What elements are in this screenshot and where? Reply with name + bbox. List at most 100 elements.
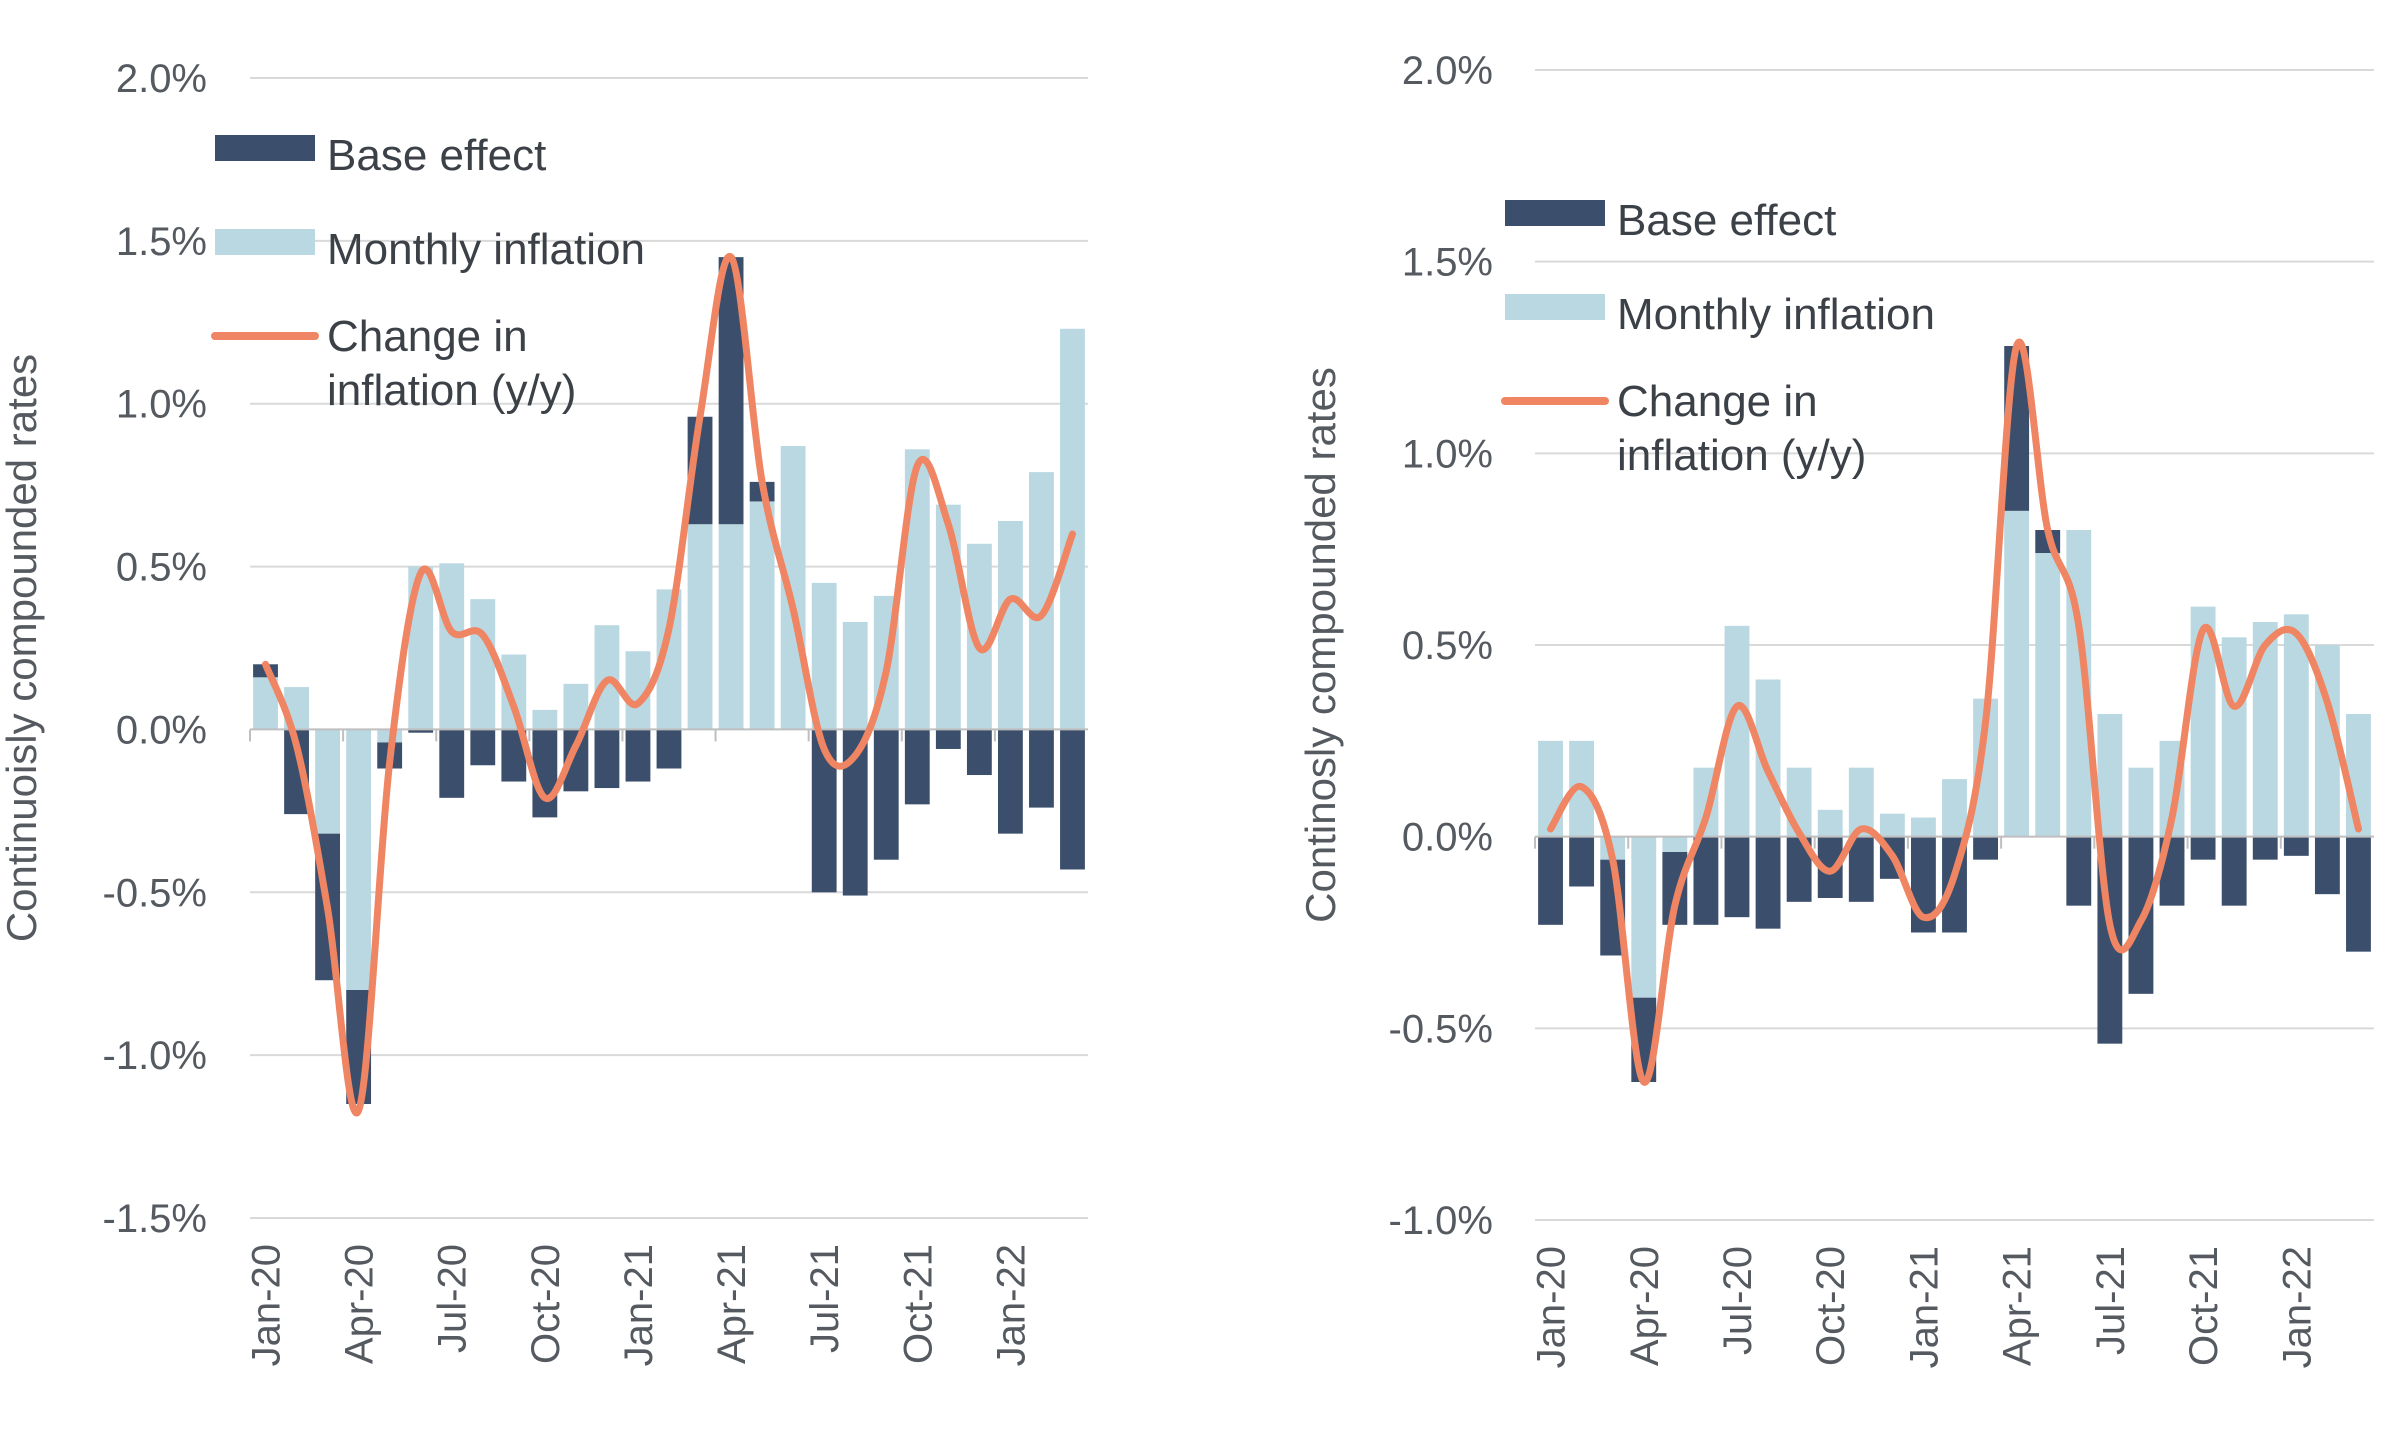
- left-base-effect-bar: [935, 729, 961, 749]
- left-xtick-label: Apr-20: [338, 1244, 382, 1364]
- left-xtick-label: Jan-22: [989, 1244, 1033, 1366]
- right-xtick-label: Jan-20: [1530, 1246, 1574, 1368]
- right-monthly-inflation-bar: [1942, 779, 1967, 837]
- left-base-effect-bar: [594, 729, 620, 789]
- left-base-effect-bar: [656, 729, 682, 769]
- left-xtick-label: Oct-20: [524, 1244, 568, 1364]
- left-monthly-inflation-bar: [718, 524, 744, 730]
- left-base-effect-bar: [470, 729, 496, 766]
- right-legend-monthly-inflation-swatch: [1505, 294, 1605, 320]
- left-base-effect-bar: [625, 729, 651, 782]
- left-legend-monthly-inflation-swatch: [215, 229, 315, 255]
- right-monthly-inflation-bar: [2097, 714, 2123, 837]
- right-monthly-inflation-bar: [1910, 817, 1936, 837]
- right-legend-monthly-inflation-label: Monthly inflation: [1617, 290, 1935, 339]
- right-xtick-label: Jul-21: [2089, 1246, 2133, 1355]
- left-xtick-label: Apr-21: [710, 1244, 754, 1364]
- right-base-effect-bar: [2190, 836, 2216, 860]
- left-xtick-label: Jul-20: [431, 1244, 475, 1353]
- right-base-effect-bar: [2346, 836, 2371, 952]
- right-base-effect-bar: [2252, 836, 2278, 860]
- left-ytick-label: 1.5%: [116, 220, 207, 264]
- left-monthly-inflation-bar: [997, 520, 1023, 730]
- right-monthly-inflation-bar: [1662, 836, 1688, 852]
- left-monthly-inflation-bar: [315, 729, 341, 834]
- right-legend-base-effect-swatch: [1505, 200, 1605, 226]
- right-monthly-inflation-bar: [2035, 553, 2061, 837]
- left-monthly-inflation-bar: [687, 524, 713, 730]
- right-base-effect-bar: [2314, 836, 2340, 895]
- left-ytick-label: 2.0%: [116, 57, 207, 101]
- left-monthly-inflation-bar: [439, 563, 465, 730]
- left-chart: 2.0% 1.5% 1.0% 0.5% 0.0% -0.5% -1.0% -1.5% Jan-2…: [0, 57, 1088, 1366]
- left-monthly-inflation-bar: [749, 501, 775, 730]
- right-ytick-label: -0.5%: [1389, 1007, 1494, 1051]
- right-legend-change-label-line1: Change in: [1617, 377, 1818, 426]
- left-monthly-inflation-bar: [842, 621, 868, 730]
- right-ytick-label: 0.5%: [1402, 624, 1493, 668]
- left-base-effect-bar: [873, 729, 899, 860]
- right-ytick-label: 0.0%: [1402, 816, 1493, 860]
- right-monthly-inflation-bar: [2221, 637, 2247, 837]
- right-monthly-inflation-bar: [2004, 510, 2030, 837]
- right-ytick-label: -1.0%: [1389, 1199, 1494, 1243]
- right-legend-change-label-line2: inflation (y/y): [1617, 431, 1866, 480]
- right-base-effect-bar: [1724, 836, 1750, 918]
- left-monthly-inflation-bar: [470, 599, 496, 730]
- right-base-effect-bar: [1569, 836, 1595, 887]
- right-monthly-inflation-bar: [2128, 767, 2154, 837]
- left-xtick-label: Jan-21: [617, 1244, 661, 1366]
- right-base-effect-bar: [1538, 836, 1563, 925]
- right-xtick-label: Jan-21: [1902, 1246, 1946, 1368]
- left-ytick-label: 0.0%: [116, 708, 207, 752]
- left-xtick-label: Jul-21: [803, 1244, 847, 1353]
- left-monthly-inflation-bar: [532, 709, 558, 730]
- left-xtick-label: Jan-20: [245, 1244, 289, 1366]
- left-monthly-inflation-bar: [1060, 328, 1085, 730]
- right-base-effect-bar: [1973, 836, 1999, 860]
- left-base-effect-bar: [904, 729, 930, 805]
- left-legend-base-effect-swatch: [215, 135, 315, 161]
- left-legend-monthly-inflation-label: Monthly inflation: [327, 225, 645, 274]
- right-monthly-inflation-bar: [1848, 767, 1874, 837]
- left-ytick-label: -1.0%: [103, 1034, 208, 1078]
- right-base-effect-bar: [1755, 836, 1781, 929]
- left-legend-change-label-line1: Change in: [327, 312, 528, 361]
- left-base-effect-bar: [1029, 729, 1054, 808]
- right-base-effect-bar: [1693, 836, 1719, 925]
- right-legend-base-effect-label: Base effect: [1617, 196, 1836, 245]
- right-base-effect-bar: [2221, 836, 2247, 906]
- right-xtick-label: Apr-21: [1996, 1246, 2040, 1366]
- left-ytick-label: -0.5%: [103, 871, 208, 915]
- left-ytick-label: -1.5%: [103, 1197, 208, 1241]
- right-xtick-label: Jan-22: [2275, 1246, 2319, 1368]
- right-change-in-inflation-line: [1547, 338, 2362, 1086]
- right-base-effect-bar: [1848, 836, 1874, 902]
- right-xtick-label: Oct-20: [1809, 1246, 1853, 1366]
- right-ytick-label: 1.5%: [1402, 241, 1493, 285]
- left-base-effect-bar: [439, 729, 465, 798]
- right-xtick-label: Apr-20: [1623, 1246, 1667, 1366]
- left-xtick-label: Oct-21: [896, 1244, 940, 1364]
- left-legend-base-effect-label: Base effect: [327, 131, 546, 180]
- right-monthly-inflation-bar: [1631, 836, 1657, 998]
- left-ytick-label: 0.5%: [116, 546, 207, 590]
- left-legend-change-label-line2: inflation (y/y): [327, 366, 576, 415]
- right-monthly-inflation-bar: [1817, 809, 1843, 837]
- right-base-effect-bar: [2066, 836, 2092, 906]
- left-base-effect-bar: [997, 729, 1023, 834]
- right-xtick-label: Oct-21: [2182, 1246, 2226, 1366]
- left-base-effect-bar: [408, 729, 434, 733]
- right-xtick-label: Jul-20: [1716, 1246, 1760, 1355]
- right-ytick-label: 1.0%: [1402, 432, 1493, 476]
- left-y-axis-label: Continuoisly compounded rates: [0, 354, 45, 942]
- right-y-axis-label: Continosly compounded rates: [1297, 367, 1344, 923]
- left-base-effect-bar: [966, 729, 992, 776]
- left-ytick-label: 1.0%: [116, 383, 207, 427]
- left-base-effect-bar: [1060, 729, 1085, 870]
- left-change-in-inflation-line: [262, 253, 1076, 1117]
- right-base-effect-bar: [2283, 836, 2309, 856]
- left-monthly-inflation-bar: [346, 729, 372, 990]
